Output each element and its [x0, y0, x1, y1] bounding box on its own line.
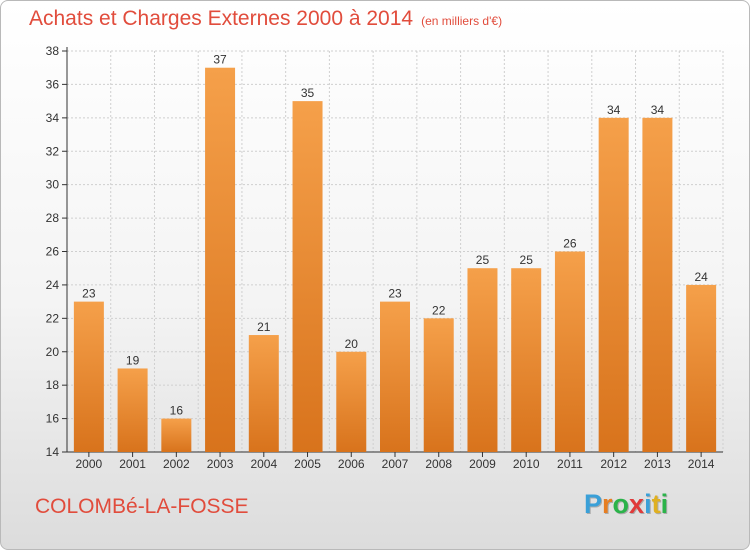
logo-letter: o [612, 489, 630, 519]
bar-value-label: 16 [170, 404, 184, 418]
bar [248, 335, 279, 452]
logo-letter: P [584, 489, 603, 519]
place-name: COLOMBé-LA-FOSSE [35, 495, 249, 518]
y-tick-label: 32 [46, 144, 60, 158]
bar-value-label: 34 [651, 103, 665, 117]
bar [554, 251, 585, 452]
bar [205, 67, 236, 452]
x-tick-label: 2002 [163, 457, 190, 471]
bar-value-label: 20 [345, 337, 359, 351]
bar-value-label: 34 [607, 103, 621, 117]
bar [73, 301, 104, 452]
logo-letter: x [629, 489, 645, 519]
bar [511, 268, 542, 452]
bar-value-label: 21 [257, 320, 271, 334]
bar [161, 418, 192, 452]
y-tick-label: 26 [46, 245, 60, 259]
bar-value-label: 35 [301, 86, 315, 100]
bar [336, 351, 367, 452]
bar-value-label: 26 [563, 237, 577, 251]
x-tick-label: 2013 [644, 457, 671, 471]
y-tick-label: 16 [46, 412, 60, 426]
x-tick-label: 2005 [294, 457, 321, 471]
y-tick-label: 38 [46, 44, 60, 58]
x-tick-label: 2012 [600, 457, 627, 471]
x-tick-label: 2001 [119, 457, 146, 471]
bar [686, 284, 717, 452]
bar-value-label: 23 [388, 287, 402, 301]
proxiti-logo: Proxiti [584, 489, 668, 520]
x-tick-label: 2010 [513, 457, 540, 471]
x-tick-label: 2000 [76, 457, 103, 471]
logo-letter: t [651, 489, 661, 519]
bars [73, 67, 717, 452]
bar [467, 268, 498, 452]
x-tick-label: 2008 [425, 457, 452, 471]
bar [598, 117, 629, 452]
bar [292, 101, 323, 452]
chart-title: Achats et Charges Externes 2000 à 2014 [29, 7, 414, 30]
bar-value-label: 25 [476, 253, 490, 267]
logo-letter: i [660, 489, 669, 519]
y-tick-label: 36 [46, 77, 60, 91]
bar [642, 117, 673, 452]
y-tick-label: 24 [46, 278, 60, 292]
x-tick-label: 2009 [469, 457, 496, 471]
bar-value-label: 25 [520, 253, 534, 267]
y-tick-label: 14 [46, 445, 60, 459]
bar-value-label: 22 [432, 303, 446, 317]
x-tick-label: 2007 [382, 457, 409, 471]
bar-value-label: 23 [82, 287, 96, 301]
x-tick-label: 2011 [557, 457, 583, 471]
bar-value-label: 24 [694, 270, 708, 284]
bar [117, 368, 148, 452]
y-tick-label: 20 [46, 345, 60, 359]
logo-letter: i [644, 489, 652, 519]
bar [380, 301, 410, 452]
y-tick-label: 34 [46, 111, 60, 125]
x-tick-label: 2004 [250, 457, 277, 471]
x-tick-label: 2003 [207, 457, 234, 471]
labels: 14 16 18 20 22 24 26 28 30 32 34 36 38 23 2000 19 2001 16… [46, 44, 715, 471]
x-tick-label: 2006 [338, 457, 365, 471]
bar-value-label: 19 [126, 353, 140, 367]
bar-value-label: 37 [213, 53, 227, 67]
y-tick-label: 28 [46, 211, 60, 225]
title-row: Achats et Charges Externes 2000 à 2014 (e… [29, 7, 502, 31]
logo-letter: r [602, 489, 613, 519]
bar [423, 318, 454, 452]
x-tick-label: 2014 [688, 457, 715, 471]
y-tick-label: 18 [46, 378, 60, 392]
y-tick-label: 30 [46, 178, 60, 192]
y-tick-label: 22 [46, 311, 60, 325]
chart-subtitle: (en milliers d'€) [421, 14, 503, 28]
